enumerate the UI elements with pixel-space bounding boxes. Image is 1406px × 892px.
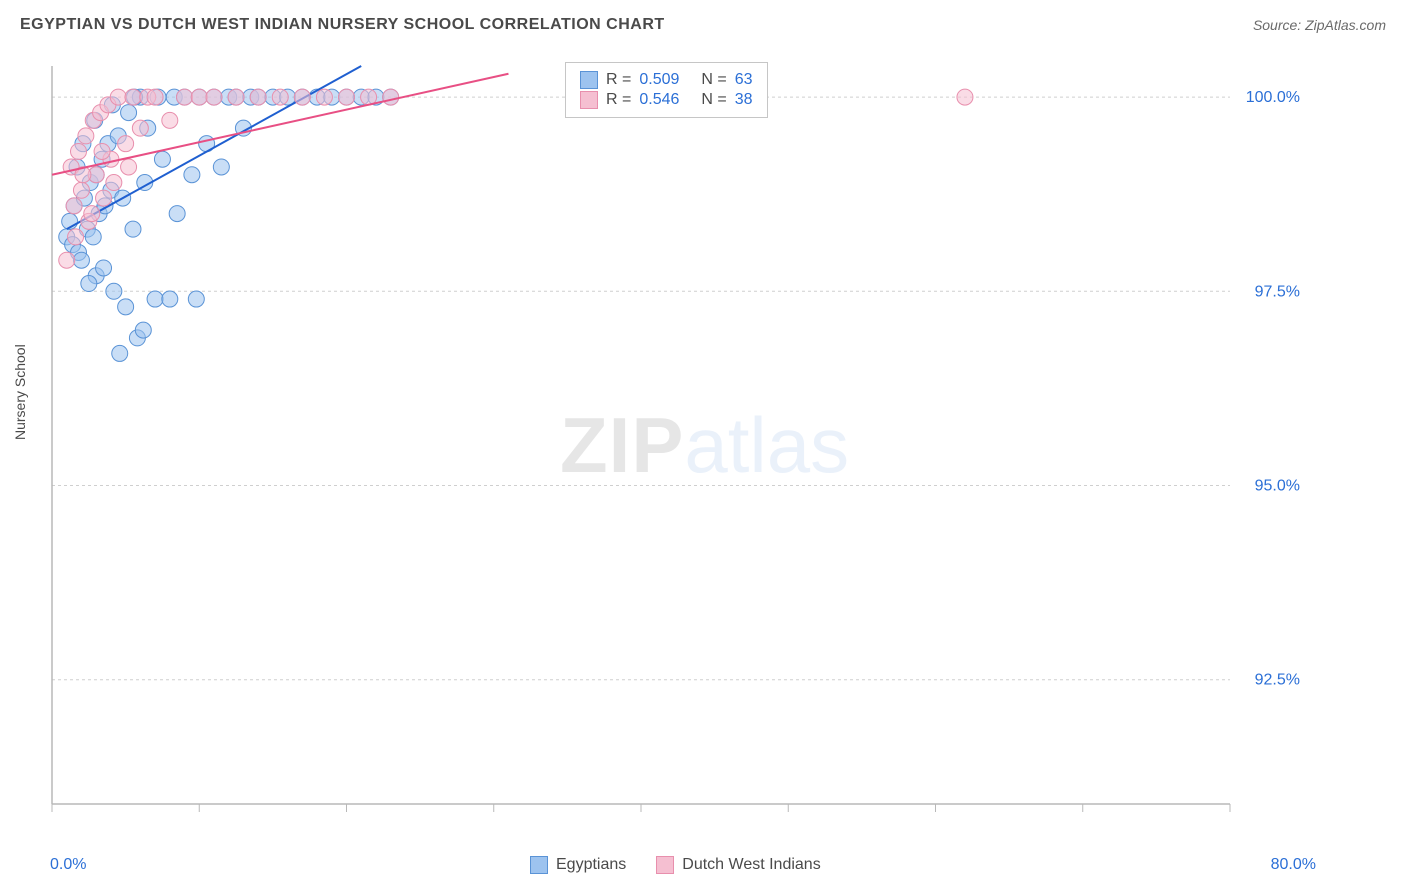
legend-n-value-dutch: 38 bbox=[735, 91, 753, 109]
scatter-chart-svg: 92.5% 95.0% 97.5% 100.0% bbox=[50, 60, 1310, 830]
chart-header: EGYPTIAN VS DUTCH WEST INDIAN NURSERY SC… bbox=[20, 16, 1386, 34]
svg-text:100.0%: 100.0% bbox=[1246, 89, 1300, 106]
legend-r-value-egyptians: 0.509 bbox=[639, 71, 679, 89]
legend-row-egyptians: R = 0.509 N = 63 bbox=[580, 71, 753, 89]
chart-source: Source: ZipAtlas.com bbox=[1253, 17, 1386, 33]
y-axis-label: Nursery School bbox=[12, 344, 28, 440]
legend-r-label: R = bbox=[606, 71, 631, 89]
series-legend: Egyptians Dutch West Indians bbox=[530, 856, 821, 874]
svg-text:92.5%: 92.5% bbox=[1255, 672, 1300, 689]
legend-swatch-dutch bbox=[580, 91, 598, 109]
chart-plot-area: 92.5% 95.0% 97.5% 100.0% bbox=[50, 60, 1310, 830]
legend-n-label: N = bbox=[701, 91, 726, 109]
legend-item-dutch: Dutch West Indians bbox=[656, 856, 820, 874]
legend-label-dutch: Dutch West Indians bbox=[682, 856, 820, 874]
legend-swatch-dutch bbox=[656, 856, 674, 874]
svg-text:95.0%: 95.0% bbox=[1255, 477, 1300, 494]
svg-text:97.5%: 97.5% bbox=[1255, 283, 1300, 300]
legend-r-label: R = bbox=[606, 91, 631, 109]
legend-swatch-egyptians bbox=[580, 71, 598, 89]
legend-item-egyptians: Egyptians bbox=[530, 856, 626, 874]
legend-label-egyptians: Egyptians bbox=[556, 856, 626, 874]
x-axis-min-label: 0.0% bbox=[50, 856, 86, 874]
chart-title: EGYPTIAN VS DUTCH WEST INDIAN NURSERY SC… bbox=[20, 16, 665, 34]
x-axis-max-label: 80.0% bbox=[1271, 856, 1316, 874]
legend-swatch-egyptians bbox=[530, 856, 548, 874]
legend-n-label: N = bbox=[701, 71, 726, 89]
legend-n-value-egyptians: 63 bbox=[735, 71, 753, 89]
correlation-legend: R = 0.509 N = 63 R = 0.546 N = 38 bbox=[565, 62, 768, 118]
legend-r-value-dutch: 0.546 bbox=[639, 91, 679, 109]
legend-row-dutch: R = 0.546 N = 38 bbox=[580, 91, 753, 109]
